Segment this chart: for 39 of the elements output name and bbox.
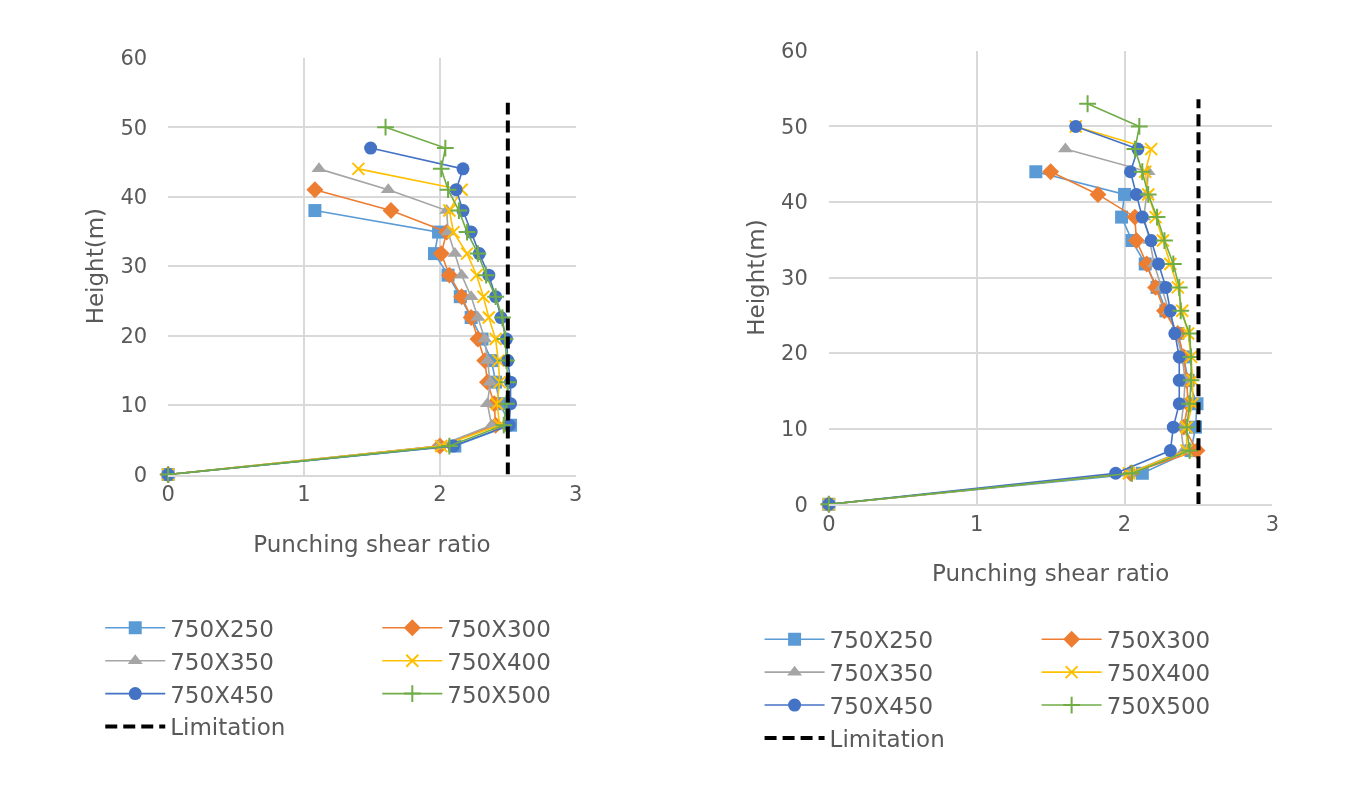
y-axis-title: Height(m) [742, 219, 769, 336]
legend-label: 750X450 [829, 693, 934, 720]
y-tick-label: 30 [781, 265, 808, 290]
x-tick-label: 0 [822, 512, 836, 537]
legend-label: 750X350 [170, 648, 274, 675]
legend-label: 750X250 [829, 627, 934, 654]
x-tick-label: 2 [1117, 512, 1132, 537]
x-tick-label: 2 [433, 482, 447, 507]
y-tick-label: 50 [781, 114, 808, 139]
y-tick-label: 60 [781, 39, 808, 64]
y-tick-label: 10 [120, 393, 148, 418]
y-tick-label: 20 [781, 341, 808, 366]
legend-label: 750X500 [1106, 693, 1211, 720]
legend-label: 750X350 [829, 660, 934, 687]
legend-label: 750X300 [447, 615, 551, 642]
legend-label: 750X450 [170, 681, 274, 708]
x-tick-label: 3 [1265, 512, 1280, 537]
x-axis-title: Punching shear ratio [931, 560, 1170, 587]
x-tick-label: 1 [970, 512, 984, 537]
legend-label: Limitation [170, 714, 286, 741]
legend-label: 750X400 [447, 648, 551, 675]
legend-label: 750X500 [447, 681, 551, 708]
x-tick-label: 0 [161, 482, 175, 507]
y-tick-label: 20 [120, 323, 148, 348]
x-tick-label: 1 [297, 482, 311, 507]
x-tick-label: 3 [569, 482, 583, 507]
y-axis-title: Height(m) [81, 207, 108, 325]
legend-label: 750X300 [1106, 627, 1211, 654]
y-tick-label: 0 [133, 462, 148, 487]
y-tick-label: 60 [120, 46, 148, 71]
y-tick-label: 40 [120, 185, 148, 210]
y-tick-label: 30 [120, 254, 148, 279]
y-tick-label: 10 [781, 417, 808, 442]
x-axis-title: Punching shear ratio [253, 530, 491, 557]
y-tick-label: 50 [120, 115, 148, 140]
y-tick-label: 40 [781, 190, 808, 215]
legend-label: Limitation [829, 725, 945, 752]
legend-label: 750X400 [1106, 660, 1211, 687]
legend-label: 750X250 [170, 615, 274, 642]
